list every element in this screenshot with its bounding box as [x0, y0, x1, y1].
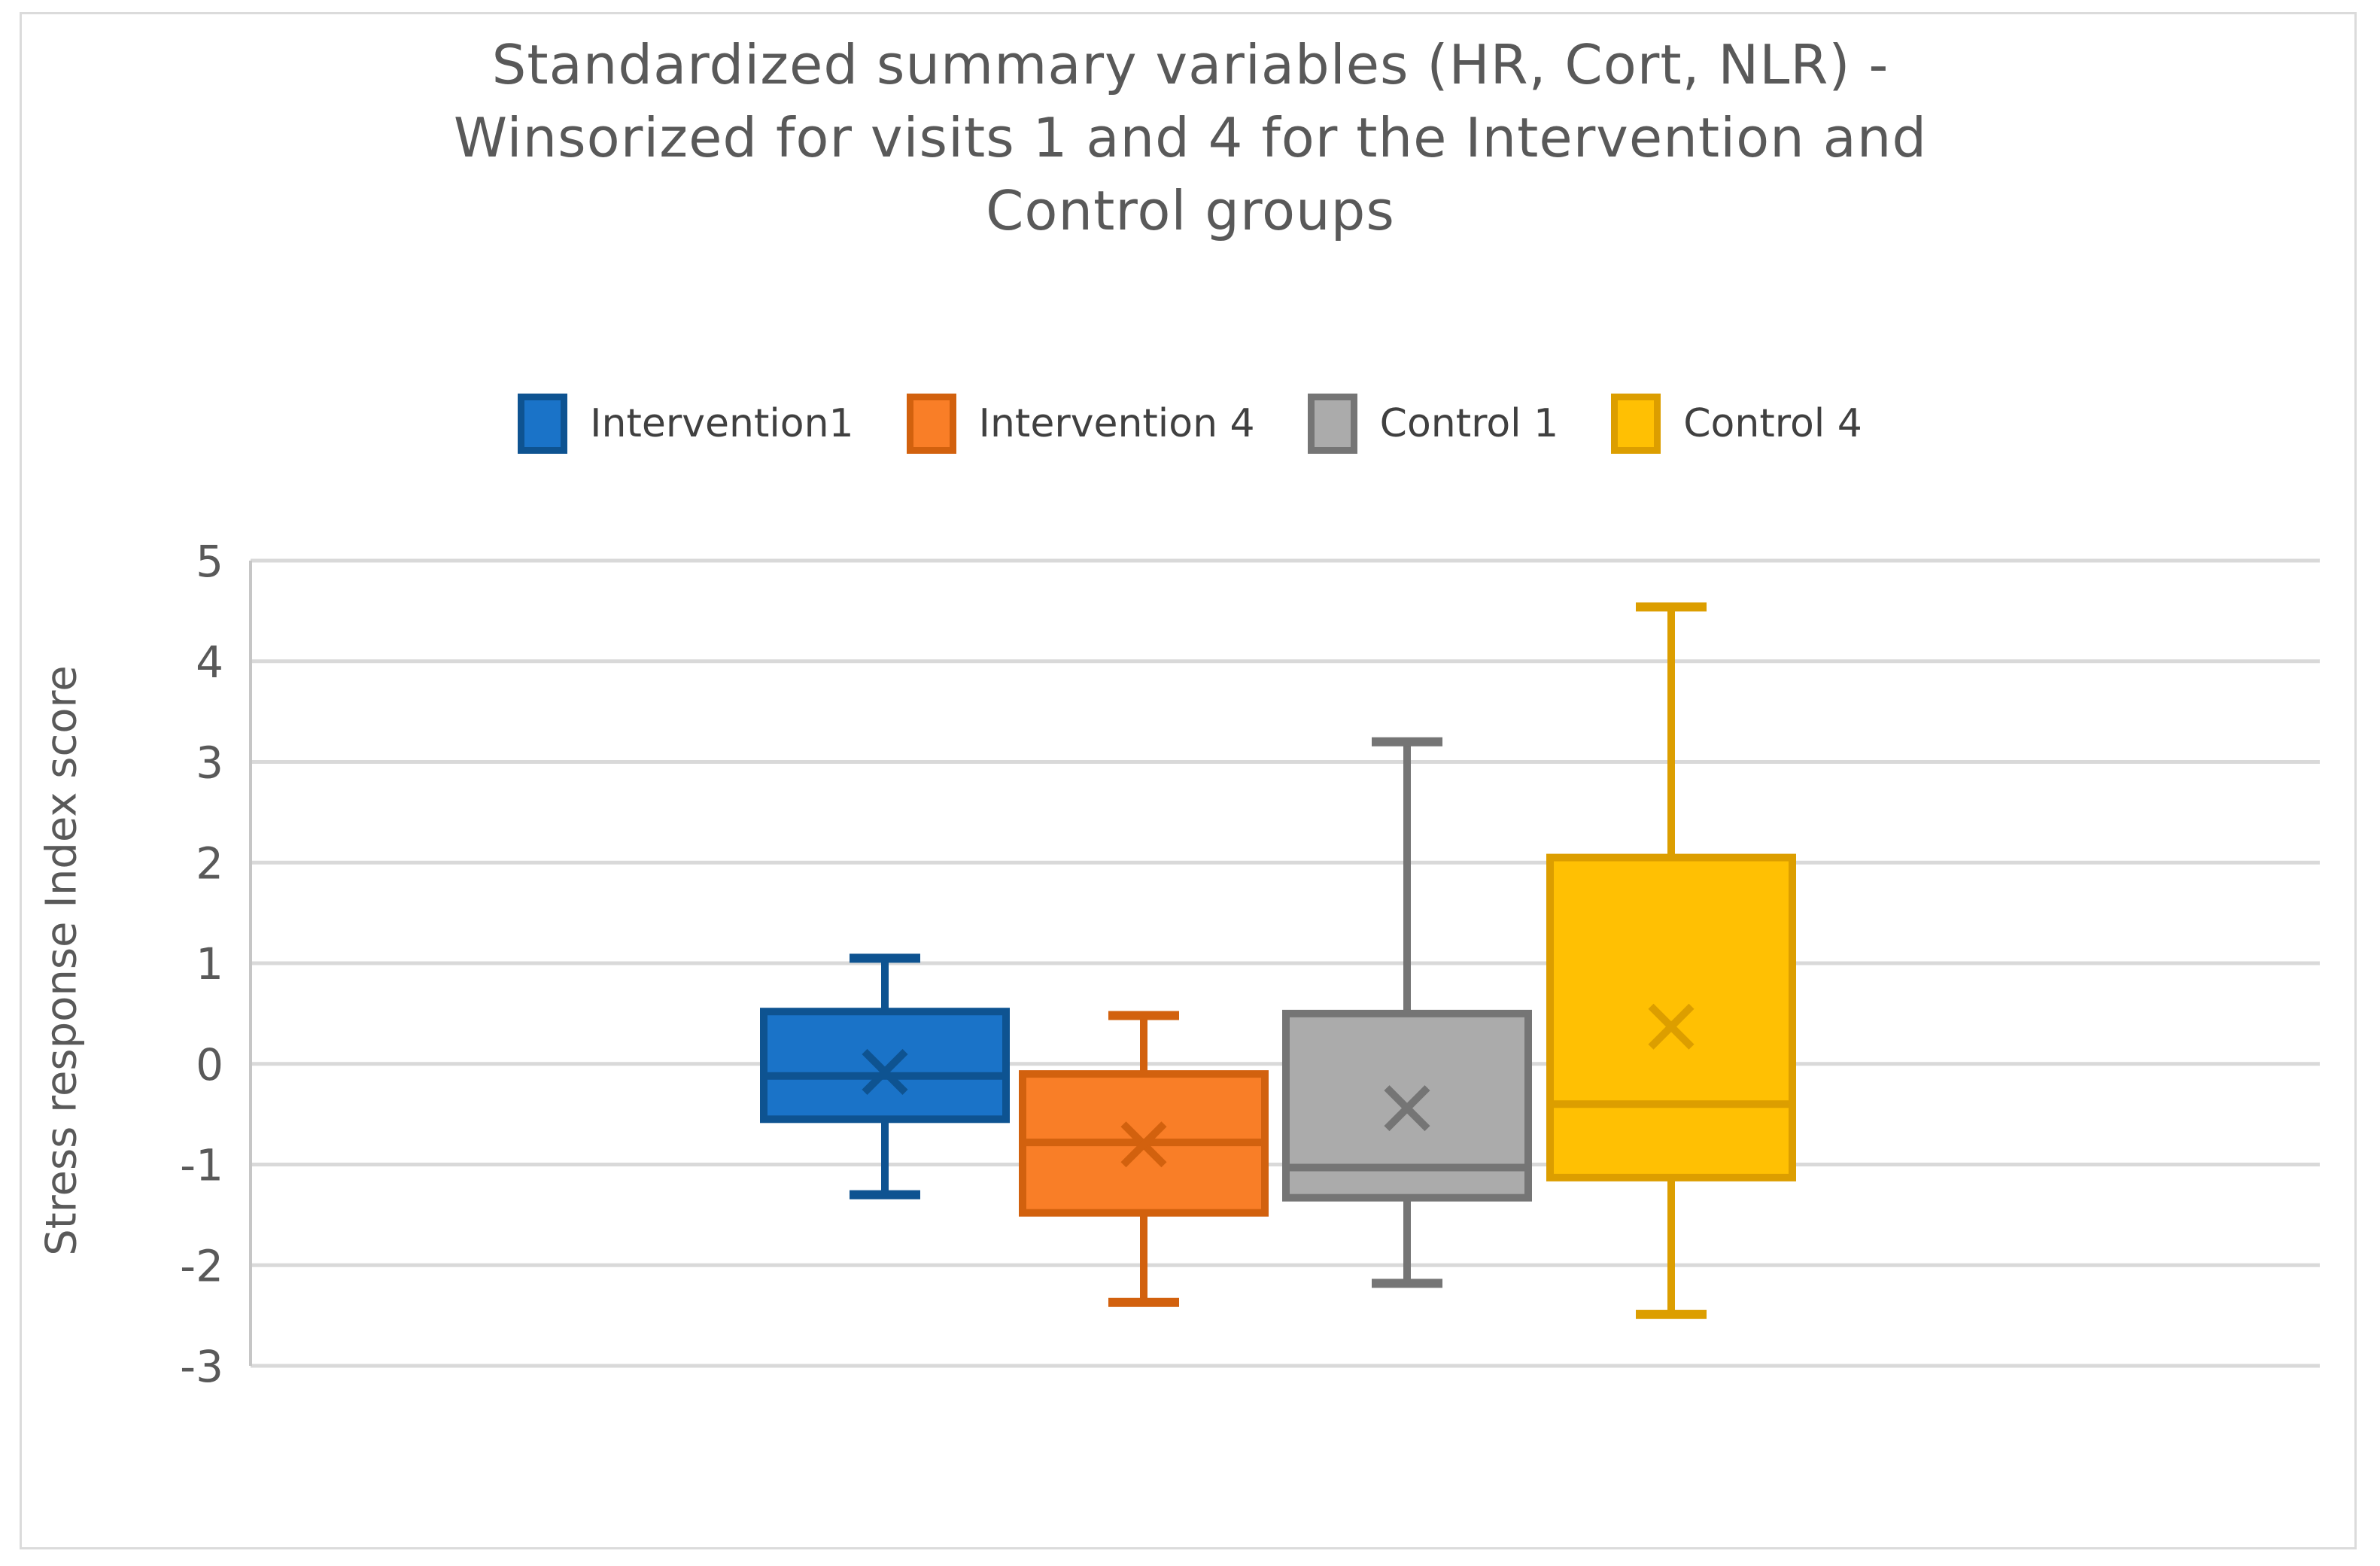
- mean-marker-intervention1: [862, 1048, 908, 1095]
- legend-swatch-control-1: [1307, 394, 1357, 454]
- chart-title: Standardized summary variables (HR, Cort…: [212, 29, 2169, 248]
- legend: Intervention1 Intervention 4 Control 1 Cont…: [0, 394, 2380, 454]
- legend-label-control-4: Control 4: [1683, 401, 1862, 446]
- y-tick-label-4: 4: [196, 637, 223, 688]
- mean-marker-control-1: [1384, 1085, 1430, 1132]
- legend-item-intervention1[interactable]: Intervention1: [518, 394, 854, 454]
- legend-swatch-control-4: [1611, 394, 1661, 454]
- legend-label-intervention1: Intervention1: [590, 401, 854, 446]
- y-tick-label-5: 5: [196, 536, 223, 587]
- y-tick-label-2: 2: [196, 838, 223, 889]
- legend-label-control-1: Control 1: [1379, 401, 1559, 446]
- y-tick-label--3: -3: [180, 1341, 223, 1392]
- y-tick-label--2: -2: [180, 1240, 223, 1291]
- box-intervention1[interactable]: [760, 1008, 1010, 1124]
- box-control-4[interactable]: [1546, 853, 1796, 1181]
- y-tick-label-1: 1: [196, 938, 223, 990]
- chart-title-line-2: Winsorized for visits 1 and 4 for the In…: [453, 106, 1928, 169]
- mean-marker-intervention-4: [1120, 1121, 1167, 1168]
- chart-title-line-3: Control groups: [986, 179, 1395, 242]
- y-tick-label-3: 3: [196, 737, 223, 789]
- legend-swatch-intervention-4: [906, 394, 956, 454]
- legend-item-intervention-4[interactable]: Intervention 4: [906, 394, 1255, 454]
- chart-border: [20, 12, 2357, 1549]
- y-tick-label-0: 0: [196, 1039, 223, 1090]
- y-tick-label--1: -1: [180, 1140, 223, 1191]
- legend-label-intervention-4: Intervention 4: [978, 401, 1255, 446]
- legend-item-control-4[interactable]: Control 4: [1611, 394, 1862, 454]
- legend-item-control-1[interactable]: Control 1: [1307, 394, 1559, 454]
- chart-title-line-1: Standardized summary variables (HR, Cort…: [491, 33, 1889, 96]
- legend-swatch-intervention1: [518, 394, 568, 454]
- mean-marker-control-4: [1648, 1003, 1695, 1050]
